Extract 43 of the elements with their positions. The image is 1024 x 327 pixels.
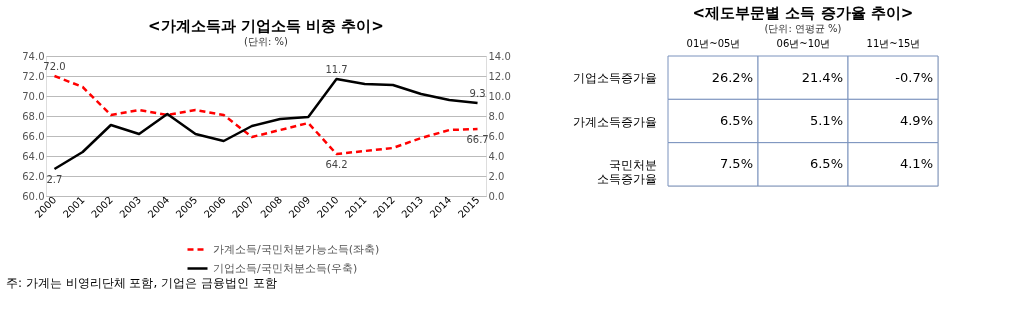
category-label: 가계소득증가율 xyxy=(572,114,657,129)
y-tick-label: 64.0 xyxy=(22,150,45,162)
chart-title: <가계소득과 기업소득 비중 추이> xyxy=(148,17,384,35)
y2-tick-label: 12.0 xyxy=(488,70,511,82)
y2-tick-label: 0.0 xyxy=(488,190,505,202)
text: 4.9% xyxy=(899,113,933,128)
data-label: 11.7 xyxy=(325,64,348,75)
chart-subtitle: (단위: %) xyxy=(244,36,289,47)
text: 5.1% xyxy=(809,113,843,128)
text: <제도부문별 소득 증가율 추이> xyxy=(692,4,914,22)
legend-label: 기업소득/국민처분소득(우축) xyxy=(213,261,358,275)
y2-tick-label: 14.0 xyxy=(488,50,511,62)
category-label: 11년~15년 xyxy=(866,37,921,49)
y-tick-label: 68.0 xyxy=(22,110,45,122)
text: (단위: 연평균 %) xyxy=(764,23,842,34)
y-tick-label: 66.0 xyxy=(22,130,45,142)
data-label: 64.2 xyxy=(325,159,348,170)
text: 26.2% xyxy=(711,69,753,85)
y-tick-label: 72.0 xyxy=(22,70,45,82)
text: 7.5% xyxy=(719,156,753,172)
category-label: 국민처분 소득증가율 xyxy=(596,157,657,186)
category-label: 06년~10년 xyxy=(776,37,831,49)
text: -0.7% xyxy=(895,69,933,85)
category-label: 기업소득증가율 xyxy=(572,71,657,86)
data-label: 9.3 xyxy=(469,88,486,99)
y-tick-label: 70.0 xyxy=(22,90,45,102)
y2-tick-label: 8.0 xyxy=(488,110,505,122)
y2-tick-label: 4.0 xyxy=(488,150,505,162)
text: 주: 가계는 비영리단체 포함, 기업은 금융법인 포함 xyxy=(6,276,277,290)
data-label: 66.7 xyxy=(466,134,489,145)
text: 21.4% xyxy=(801,69,843,85)
category-label: 01년~05년 xyxy=(686,37,741,49)
data-label: 72.0 xyxy=(43,61,66,72)
text: 6.5% xyxy=(719,113,753,128)
data-label: 2.7 xyxy=(46,174,63,185)
text: 4.1% xyxy=(899,156,933,172)
text: 6.5% xyxy=(809,156,843,172)
y-tick-label: 74.0 xyxy=(22,50,45,62)
y2-tick-label: 2.0 xyxy=(488,170,505,182)
legend-label: 가계소득/국민처분가능소득(좌축) xyxy=(213,242,380,256)
y-tick-label: 62.0 xyxy=(22,170,45,182)
y2-tick-label: 6.0 xyxy=(488,130,505,142)
y2-tick-label: 10.0 xyxy=(488,90,511,102)
